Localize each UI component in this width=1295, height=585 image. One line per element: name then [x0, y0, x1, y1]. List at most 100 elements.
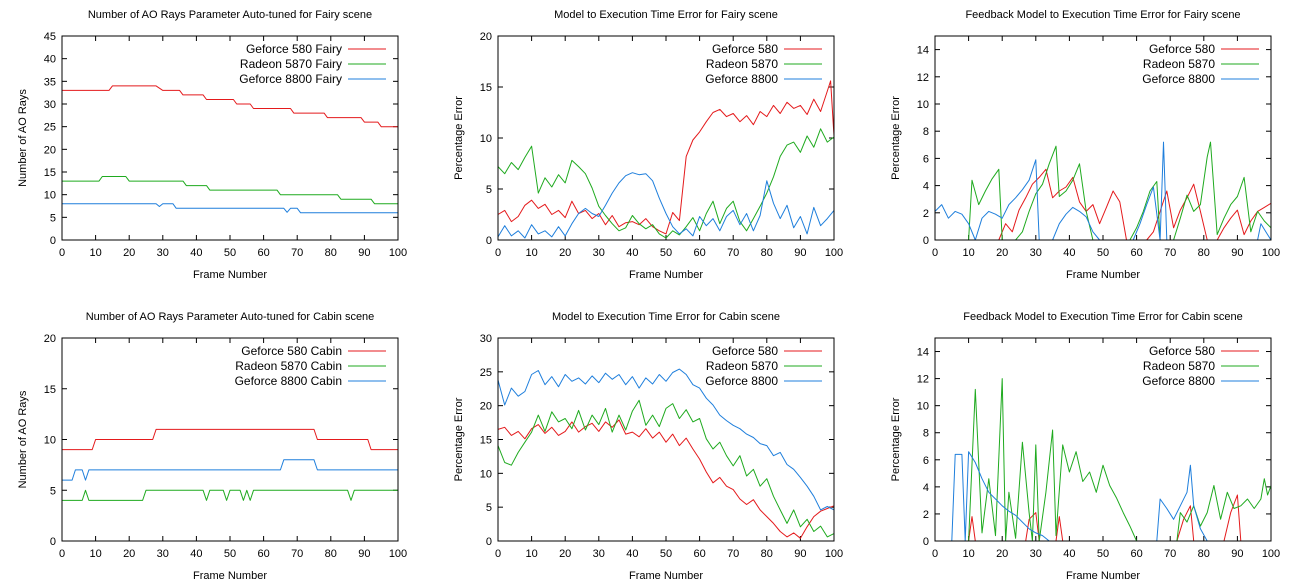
x-tick-label: 20 [123, 548, 135, 560]
y-tick-label: 20 [480, 401, 492, 413]
x-tick-label: 0 [495, 548, 501, 560]
x-tick-label: 20 [996, 247, 1008, 259]
chart-title: Model to Execution Time Error for Cabin … [552, 311, 780, 323]
x-tick-label: 20 [559, 548, 571, 560]
y-tick-label: 15 [44, 384, 56, 396]
y-tick-label: 0 [923, 235, 929, 247]
x-tick-label: 90 [1231, 548, 1243, 560]
x-tick-label: 80 [1198, 247, 1210, 259]
series-line-3 [62, 459, 398, 481]
x-tick-label: 30 [1030, 548, 1042, 560]
x-tick-label: 0 [932, 548, 938, 560]
x-tick-label: 60 [1130, 247, 1142, 259]
x-tick-label: 70 [727, 548, 739, 560]
plot-frame [934, 35, 1272, 241]
x-tick-label: 10 [89, 247, 101, 259]
y-tick-label: 5 [50, 485, 56, 497]
x-tick-label: 0 [59, 548, 65, 560]
x-tick-label: 20 [559, 247, 571, 259]
x-tick-label: 40 [626, 247, 638, 259]
y-tick-label: 2 [923, 509, 929, 521]
x-tick-label: 60 [1130, 548, 1142, 560]
x-tick-label: 10 [525, 247, 537, 259]
plot-frame [934, 337, 1272, 542]
legend-label: Geforce 8800 Cabin [235, 374, 342, 388]
x-tick-label: 50 [1097, 247, 1109, 259]
x-tick-label: 90 [1231, 247, 1243, 259]
legend-label: Geforce 8800 [705, 374, 778, 388]
chart-title: Number of AO Rays Parameter Auto-tuned f… [86, 311, 375, 323]
y-tick-label: 6 [923, 455, 929, 467]
plot-frame [497, 337, 835, 542]
plot-frame [61, 337, 399, 542]
legend-label: Radeon 5870 [706, 57, 778, 71]
y-tick-label: 20 [44, 144, 56, 156]
chart-title: Number of AO Rays Parameter Auto-tuned f… [88, 9, 372, 21]
x-tick-label: 30 [593, 247, 605, 259]
y-tick-label: 12 [917, 72, 929, 84]
x-tick-label: 70 [727, 247, 739, 259]
legend-label: Geforce 8800 [1142, 72, 1215, 86]
x-tick-label: 60 [693, 247, 705, 259]
y-tick-label: 10 [44, 435, 56, 447]
y-tick-label: 30 [480, 333, 492, 345]
chart-3: Feedback Model to Execution Time Error f… [890, 9, 1280, 281]
x-tick-label: 0 [932, 247, 938, 259]
x-tick-label: 90 [794, 548, 806, 560]
y-tick-label: 4 [923, 181, 929, 193]
y-tick-label: 45 [44, 31, 56, 43]
series-line-1 [62, 85, 398, 128]
legend-label: Radeon 5870 [1143, 359, 1215, 373]
x-tick-label: 90 [358, 247, 370, 259]
x-tick-label: 100 [825, 247, 843, 259]
x-tick-label: 70 [1164, 548, 1176, 560]
y-tick-label: 5 [486, 502, 492, 514]
y-tick-label: 10 [44, 190, 56, 202]
legend-label: Geforce 580 [1149, 344, 1215, 358]
chart-title: Feedback Model to Execution Time Error f… [965, 9, 1240, 21]
y-tick-label: 2 [923, 208, 929, 220]
legend-label: Geforce 580 [1149, 42, 1215, 56]
x-tick-label: 50 [224, 548, 236, 560]
chart-title: Feedback Model to Execution Time Error f… [963, 311, 1242, 323]
x-tick-label: 20 [123, 247, 135, 259]
legend-label: Geforce 580 [712, 344, 778, 358]
x-tick-label: 100 [389, 247, 407, 259]
x-tick-label: 70 [291, 548, 303, 560]
y-tick-label: 15 [44, 167, 56, 179]
series-line-2 [62, 176, 398, 205]
y-axis-label: Percentage Error [890, 96, 902, 180]
x-tick-label: 10 [962, 548, 974, 560]
chart-2: Model to Execution Time Error for Fairy … [453, 9, 843, 281]
series-line-2 [62, 489, 398, 501]
y-tick-label: 14 [917, 45, 929, 57]
y-axis-label: Percentage Error [890, 397, 902, 481]
x-tick-label: 30 [593, 548, 605, 560]
x-tick-label: 100 [825, 548, 843, 560]
y-tick-label: 5 [50, 212, 56, 224]
x-tick-label: 30 [157, 548, 169, 560]
x-tick-label: 70 [291, 247, 303, 259]
x-tick-label: 90 [358, 548, 370, 560]
series-line-1 [497, 80, 835, 235]
x-tick-label: 50 [660, 247, 672, 259]
y-tick-label: 12 [917, 374, 929, 386]
x-tick-label: 100 [389, 548, 407, 560]
x-axis-label: Frame Number [629, 269, 703, 281]
x-axis-label: Frame Number [1066, 269, 1140, 281]
legend-label: Geforce 8800 [705, 72, 778, 86]
x-tick-label: 40 [626, 548, 638, 560]
y-tick-label: 6 [923, 153, 929, 165]
y-tick-label: 25 [44, 122, 56, 134]
y-tick-label: 30 [44, 99, 56, 111]
series-line-1 [497, 419, 835, 539]
y-tick-label: 0 [486, 235, 492, 247]
x-tick-label: 80 [761, 548, 773, 560]
x-tick-label: 10 [525, 548, 537, 560]
x-axis-label: Frame Number [1066, 570, 1140, 582]
legend-label: Radeon 5870 [706, 359, 778, 373]
series-line-2 [968, 378, 1272, 542]
y-tick-label: 4 [923, 482, 929, 494]
y-tick-label: 0 [923, 536, 929, 548]
x-axis-label: Frame Number [193, 269, 267, 281]
